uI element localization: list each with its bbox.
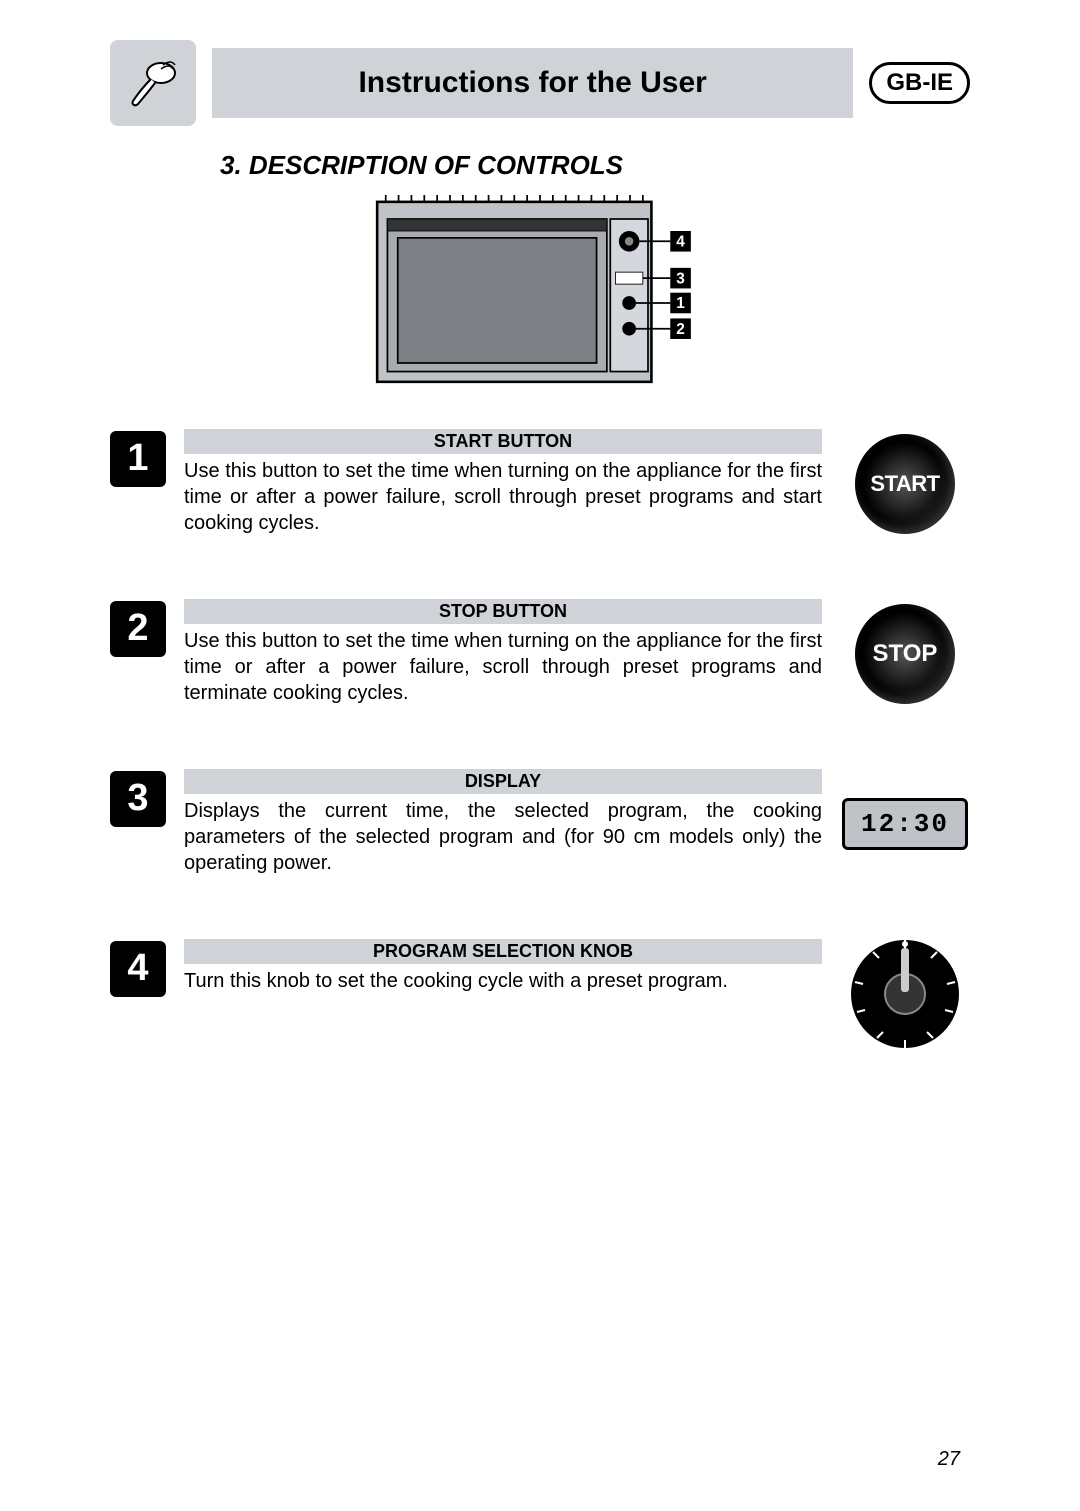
lcd-value: 12:30	[861, 809, 949, 839]
start-button-icon: START	[855, 434, 955, 534]
item-body: PROGRAM SELECTION KNOB Turn this knob to…	[184, 939, 822, 994]
item-text: Displays the current time, the selected …	[184, 798, 822, 876]
item-text: Use this button to set the time when tur…	[184, 458, 822, 536]
control-item-1: 1 START BUTTON Use this button to set th…	[110, 429, 970, 539]
item-text: Use this button to set the time when tur…	[184, 628, 822, 706]
oven-diagram: 4 3 1 2	[110, 195, 970, 401]
svg-text:1: 1	[676, 295, 685, 312]
control-item-4: 4 PROGRAM SELECTION KNOB Turn this knob …	[110, 939, 970, 1049]
item-heading: STOP BUTTON	[184, 599, 822, 624]
svg-text:3: 3	[676, 270, 685, 287]
item-heading: PROGRAM SELECTION KNOB	[184, 939, 822, 964]
locale-badge: GB-IE	[869, 62, 970, 104]
svg-text:4: 4	[676, 233, 685, 250]
spoon-icon	[110, 40, 196, 126]
start-button-label: START	[870, 471, 939, 497]
manual-page: Instructions for the User GB-IE 3. DESCR…	[0, 0, 1080, 1511]
item-body: STOP BUTTON Use this button to set the t…	[184, 599, 822, 706]
item-body: START BUTTON Use this button to set the …	[184, 429, 822, 536]
stop-button-visual: STOP	[840, 599, 970, 709]
title-bar: Instructions for the User	[212, 48, 853, 118]
item-heading: DISPLAY	[184, 769, 822, 794]
item-number-badge: 2	[110, 601, 166, 657]
display-visual: 12:30	[840, 769, 970, 879]
item-number-badge: 3	[110, 771, 166, 827]
svg-text:2: 2	[676, 321, 685, 338]
item-body: DISPLAY Displays the current time, the s…	[184, 769, 822, 876]
knob-visual	[840, 939, 970, 1049]
section-title: 3. DESCRIPTION OF CONTROLS	[220, 150, 970, 181]
item-number-badge: 1	[110, 431, 166, 487]
lcd-display-icon: 12:30	[842, 798, 968, 850]
header-row: Instructions for the User GB-IE	[110, 40, 970, 126]
program-knob-icon	[845, 934, 965, 1054]
page-title: Instructions for the User	[358, 66, 706, 100]
stop-button-icon: STOP	[855, 604, 955, 704]
page-number: 27	[938, 1448, 960, 1471]
start-button-visual: START	[840, 429, 970, 539]
item-text: Turn this knob to set the cooking cycle …	[184, 968, 822, 994]
item-number-badge: 4	[110, 941, 166, 997]
control-item-2: 2 STOP BUTTON Use this button to set the…	[110, 599, 970, 709]
stop-button-label: STOP	[873, 640, 938, 668]
item-heading: START BUTTON	[184, 429, 822, 454]
control-item-3: 3 DISPLAY Displays the current time, the…	[110, 769, 970, 879]
